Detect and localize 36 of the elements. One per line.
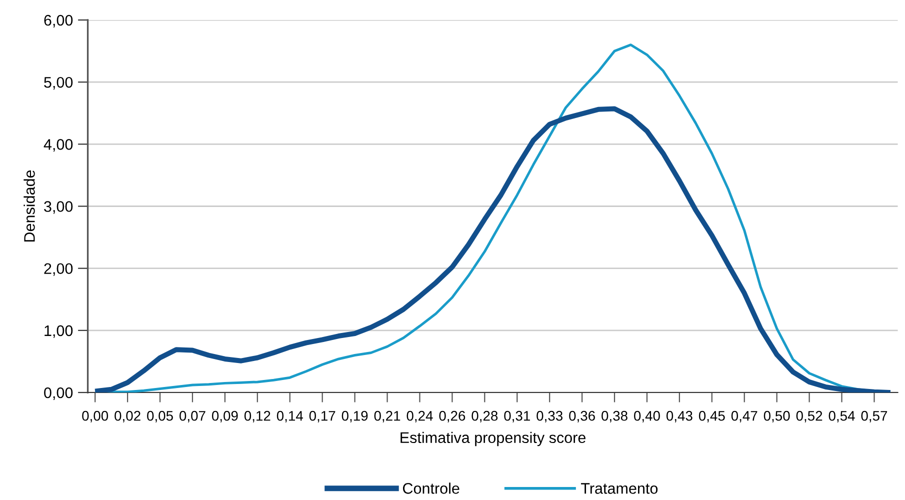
x-tick-label: 0,45 <box>698 410 725 422</box>
x-tick-label: 0,21 <box>374 410 400 422</box>
x-tick-label: 0,26 <box>439 410 466 422</box>
legend-label: Controle <box>402 482 460 494</box>
x-tick-label: 0,36 <box>569 410 595 422</box>
x-tick-label: 0,05 <box>147 410 173 422</box>
x-tick-label: 0,43 <box>666 410 692 422</box>
x-tick-label: 0,31 <box>504 410 530 422</box>
y-tick-label: 4,00 <box>44 139 73 152</box>
x-tick-label: 0,14 <box>276 410 303 422</box>
x-tick-label: 0,24 <box>406 410 433 422</box>
x-tick-label: 0,00 <box>82 410 108 422</box>
x-tick-label: 0,33 <box>536 410 562 422</box>
x-axis-title: Estimativa propensity score <box>400 432 586 446</box>
y-tick-label: 0,00 <box>44 387 73 400</box>
y-tick-label: 5,00 <box>44 76 73 90</box>
x-tick-label: 0,50 <box>764 410 790 422</box>
x-tick-label: 0,12 <box>244 410 270 422</box>
x-tick-label: 0,57 <box>861 410 888 422</box>
x-tick-label: 0,09 <box>212 410 238 422</box>
x-tick-label: 0,38 <box>602 410 628 422</box>
x-tick-label: 0,28 <box>472 410 498 422</box>
x-tick-label: 0,02 <box>114 410 140 422</box>
x-tick-label: 0,54 <box>828 410 855 422</box>
y-tick-label: 1,00 <box>44 325 73 338</box>
x-tick-label: 0,19 <box>342 410 368 422</box>
y-tick-label: 3,00 <box>44 201 73 214</box>
y-tick-label: 6,00 <box>44 14 73 28</box>
legend-label: Tratamento <box>580 483 658 494</box>
y-axis-title: Densidade <box>24 170 35 242</box>
x-tick-label: 0,17 <box>309 410 336 422</box>
x-tick-label: 0,52 <box>796 410 822 422</box>
x-tick-label: 0,07 <box>180 410 206 422</box>
y-tick-label: 2,00 <box>44 263 73 276</box>
x-tick-label: 0,47 <box>731 410 758 422</box>
x-tick-label: 0,40 <box>634 410 660 422</box>
